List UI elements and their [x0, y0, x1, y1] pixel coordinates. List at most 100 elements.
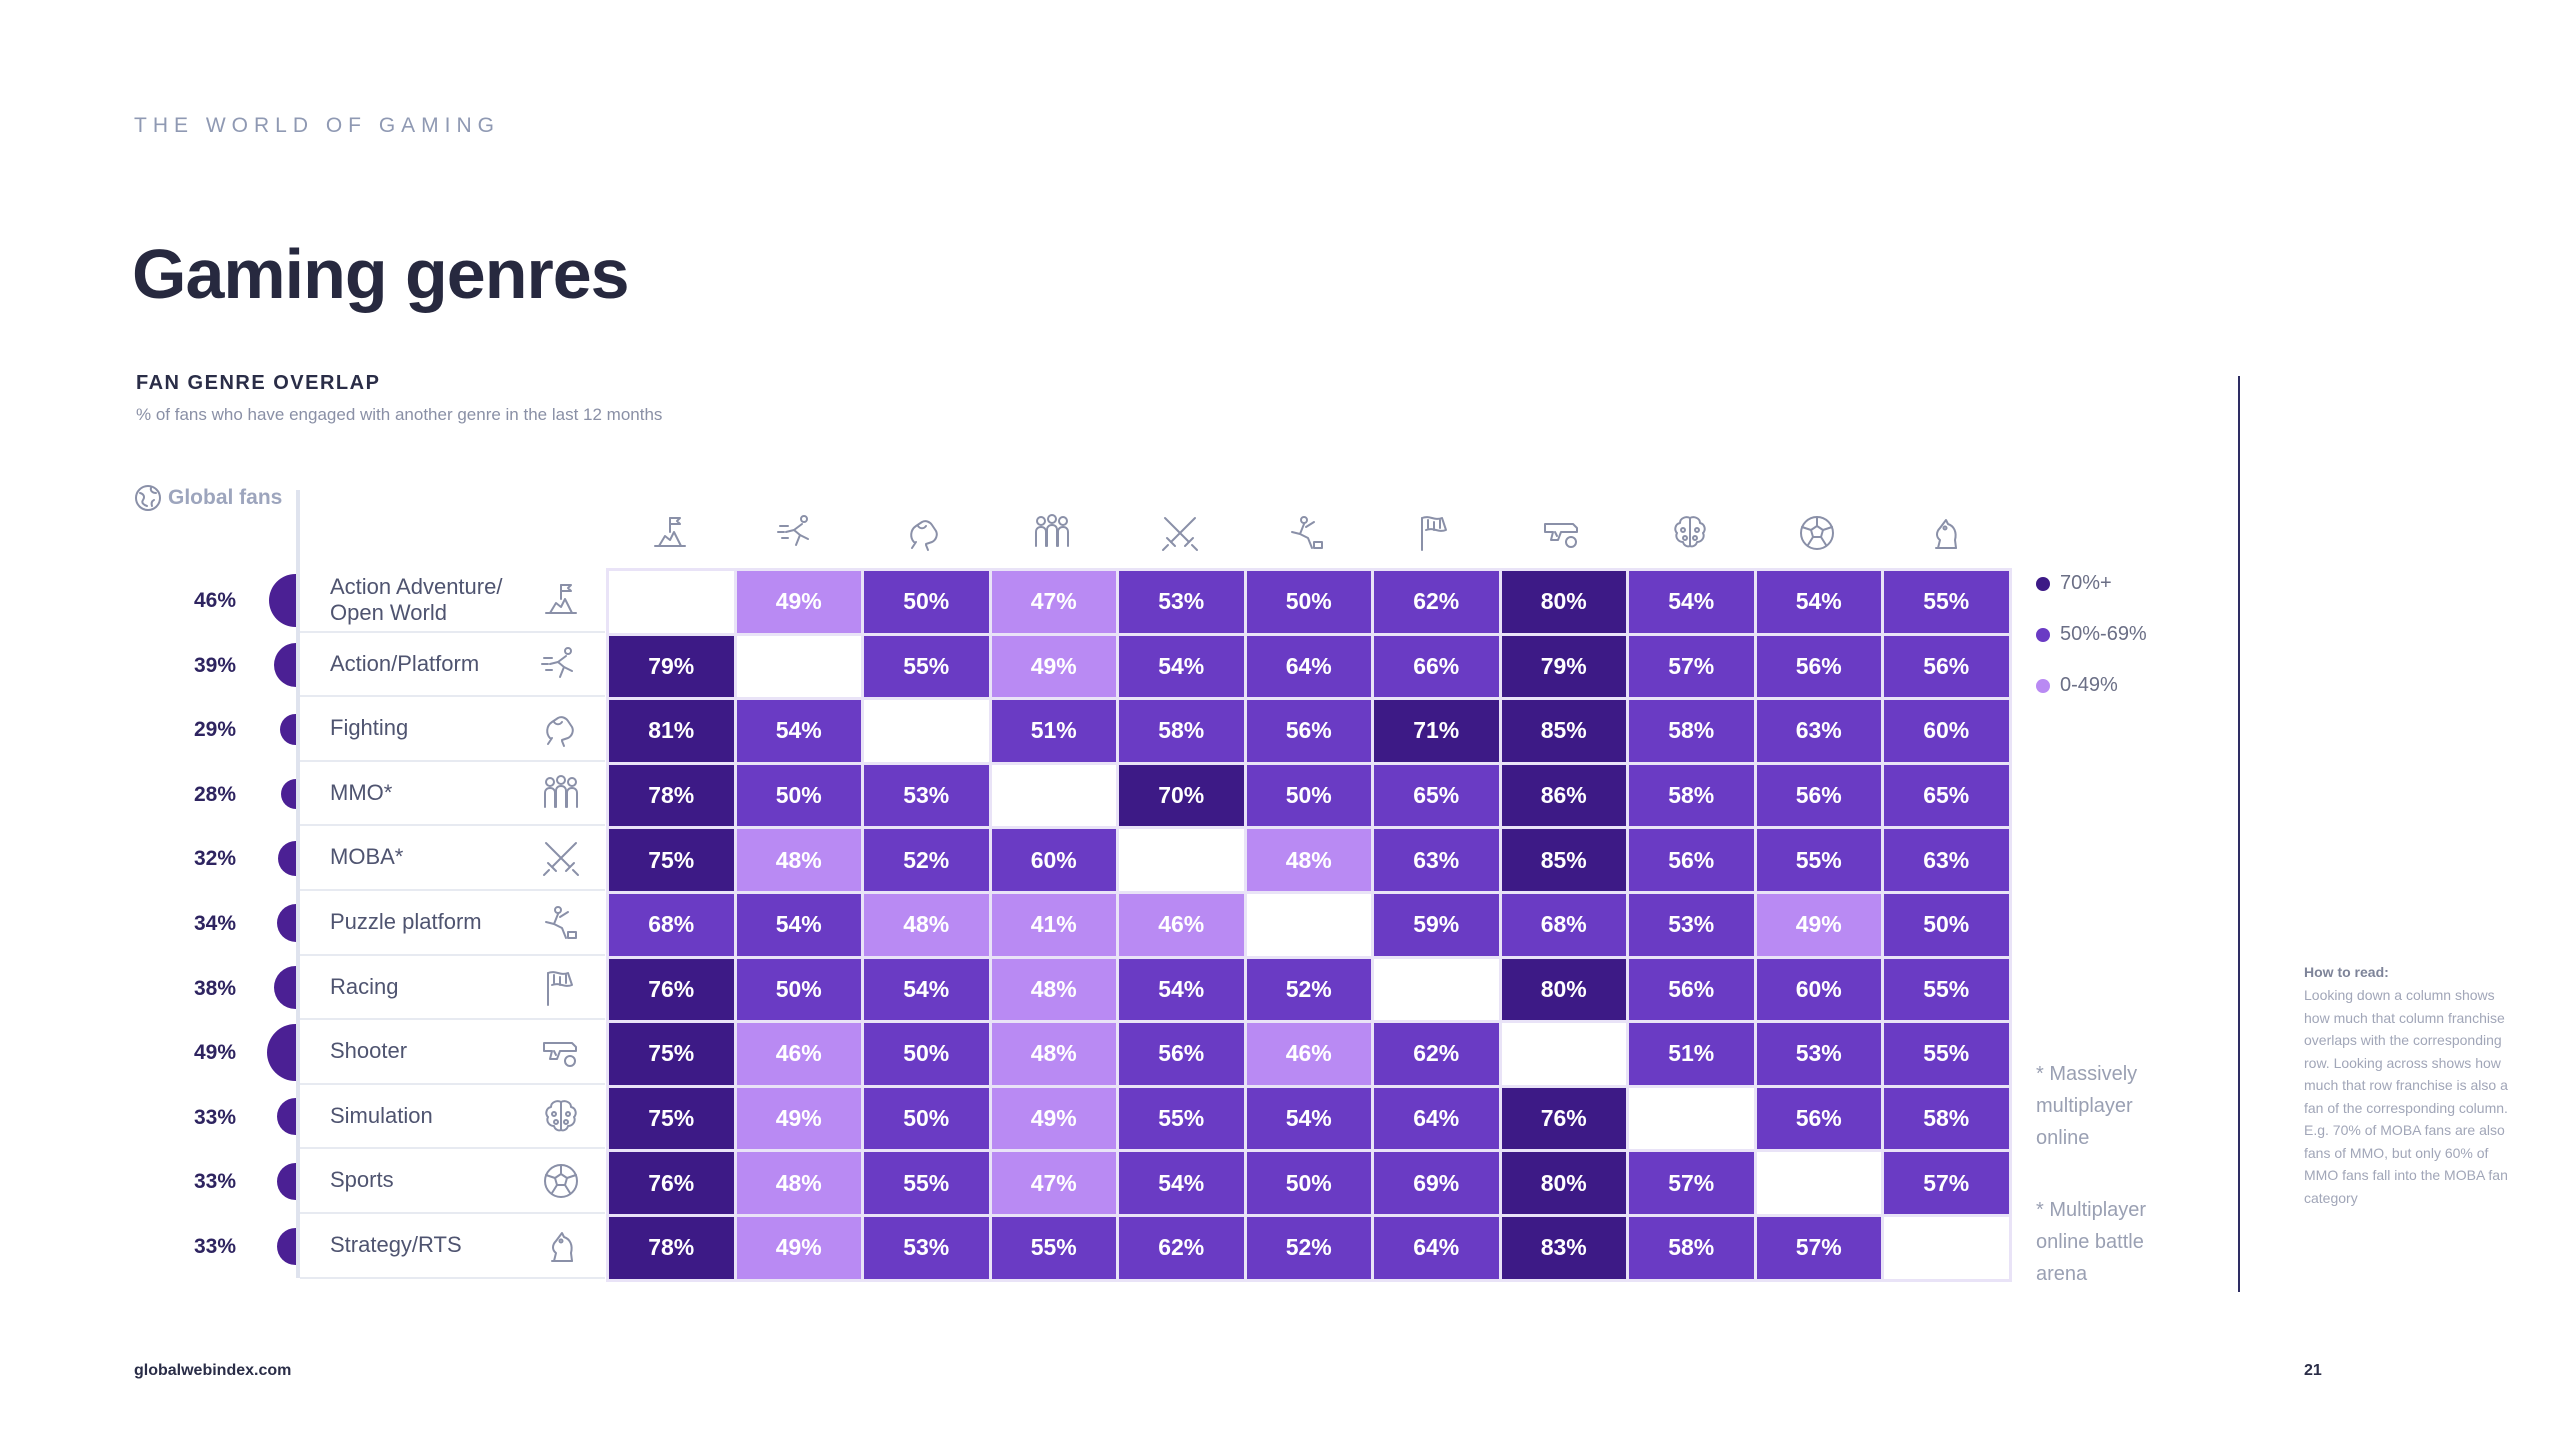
heatmap-cell: 46%: [1116, 891, 1247, 959]
heatmap-cell: 47%: [988, 1149, 1119, 1217]
heatmap-cell: 57%: [1626, 1149, 1757, 1217]
heatmap-cell-empty: [1116, 826, 1247, 894]
heatmap-cell-empty: [1243, 891, 1374, 959]
heatmap-cell: 54%: [1753, 568, 1884, 636]
row-divider: [300, 1147, 605, 1150]
sports-ball-icon: [1796, 512, 1838, 554]
heatmap-cell: 83%: [1498, 1214, 1629, 1282]
heatmap-cell: 86%: [1498, 761, 1629, 830]
strategy-knight-icon: [540, 1225, 582, 1267]
heatmap-cell: 60%: [1753, 955, 1884, 1024]
heatmap-cell: 48%: [861, 891, 992, 959]
heatmap-cell: 70%: [1116, 761, 1247, 830]
heatmap-cell: 56%: [1626, 826, 1757, 894]
global-fans-value: 39%: [193, 653, 237, 677]
heatmap-cell: 50%: [733, 955, 864, 1024]
heatmap-cell: 52%: [861, 826, 992, 894]
heatmap-cell-empty: [1626, 1084, 1757, 1153]
heatmap-cell: 55%: [1881, 1020, 2012, 1088]
heatmap-cell: 76%: [1498, 1084, 1629, 1153]
strategy-knight-icon: [1924, 512, 1966, 554]
heatmap-cell: 57%: [1881, 1149, 2012, 1217]
heatmap-cell-empty: [606, 568, 737, 636]
heatmap-cell: 55%: [861, 1149, 992, 1217]
moba-swords-icon: [540, 837, 582, 879]
heatmap-cell: 58%: [1626, 761, 1757, 830]
heatmap-cell-empty: [861, 697, 992, 765]
heatmap-cell: 56%: [1753, 1084, 1884, 1153]
heatmap-cell: 49%: [733, 1084, 864, 1153]
puzzle-climber-icon: [540, 902, 582, 944]
heatmap-cell: 50%: [1243, 1149, 1374, 1217]
adventure-icon: [540, 579, 582, 621]
row-divider: [300, 695, 605, 698]
heatmap-cell: 55%: [1753, 826, 1884, 894]
row-divider: [300, 824, 605, 827]
global-fans-value: 46%: [193, 589, 237, 612]
heatmap-cell: 48%: [1243, 826, 1374, 894]
heatmap-cell: 55%: [1881, 568, 2012, 636]
heatmap-cell: 48%: [733, 826, 864, 894]
platform-runner-icon: [776, 512, 818, 554]
note-moba: * Multiplayer online battle arena: [2036, 1199, 2147, 1285]
global-fans-header: Global fans: [134, 484, 282, 512]
heatmap-cell: 53%: [1116, 568, 1247, 636]
row-label: Simulation: [330, 1102, 433, 1128]
heatmap-cell: 85%: [1498, 697, 1629, 765]
global-fans-label: Global fans: [168, 486, 283, 509]
heatmap-cell: 68%: [606, 891, 737, 959]
how-to-read-text: Looking down a column shows how much tha…: [2304, 987, 2508, 1206]
row-label: MMO*: [330, 779, 393, 805]
eyebrow: THE WORLD OF GAMING: [134, 114, 500, 137]
row-divider: [300, 759, 605, 762]
heatmap-cell: 58%: [1626, 697, 1757, 765]
global-fans-marker: [274, 642, 296, 687]
heatmap-cell: 49%: [1753, 891, 1884, 959]
heatmap-cell: 58%: [1626, 1214, 1757, 1282]
legend-item: 70%+: [2036, 572, 2112, 595]
mmo-group-icon: [540, 773, 582, 815]
heatmap-cell: 59%: [1371, 891, 1502, 959]
heatmap-cell: 52%: [1243, 1214, 1374, 1282]
global-fans-marker: [277, 1098, 296, 1136]
heatmap-cell: 56%: [1881, 632, 2012, 701]
heatmap-cell: 85%: [1498, 826, 1629, 894]
global-fans-marker: [277, 1227, 296, 1265]
heatmap-cell: 60%: [1881, 697, 2012, 765]
heatmap-cell: 62%: [1116, 1214, 1247, 1282]
heatmap-cell: 63%: [1753, 697, 1884, 765]
heatmap-cell: 65%: [1371, 761, 1502, 830]
heatmap-cell: 48%: [988, 955, 1119, 1024]
global-fans-value: 38%: [193, 976, 237, 1000]
legend-item: 0-49%: [2036, 674, 2118, 697]
row-label: Shooter: [330, 1038, 408, 1064]
row-label: Sports: [330, 1167, 394, 1193]
fighting-fist-icon: [904, 512, 946, 554]
heatmap-cell: 55%: [988, 1214, 1119, 1282]
heatmap-cell: 55%: [861, 632, 992, 701]
heatmap-cell: 54%: [733, 891, 864, 959]
right-divider: [2238, 376, 2240, 1292]
heatmap-cell-empty: [1881, 1214, 2012, 1282]
global-fans-value: 34%: [193, 912, 237, 935]
page-title: Gaming genres: [132, 235, 630, 313]
sports-ball-icon: [540, 1160, 582, 1202]
heatmap-cell: 79%: [606, 632, 737, 701]
row-divider: [300, 1276, 605, 1279]
global-fans-value: 28%: [193, 782, 237, 806]
heatmap-cell: 64%: [1371, 1084, 1502, 1153]
heatmap-cell: 48%: [733, 1149, 864, 1217]
heatmap-cell: 54%: [1116, 1149, 1247, 1217]
legend-item: 50%-69%: [2036, 623, 2147, 646]
heatmap-cell: 66%: [1371, 632, 1502, 701]
row-label: Action Adventure/ Open World: [330, 574, 503, 625]
legend-swatch: [2036, 678, 2050, 693]
chart-subtitle: % of fans who have engaged with another …: [136, 405, 663, 424]
chart-title: FAN GENRE OVERLAP: [136, 372, 381, 394]
heatmap-cell: 56%: [1243, 697, 1374, 765]
heatmap-cell: 47%: [988, 568, 1119, 636]
global-fans-value: 32%: [193, 847, 237, 871]
heatmap-cell: 58%: [1116, 697, 1247, 765]
heatmap-cell: 56%: [1116, 1020, 1247, 1088]
footer-site[interactable]: globalwebindex.com: [134, 1362, 292, 1379]
